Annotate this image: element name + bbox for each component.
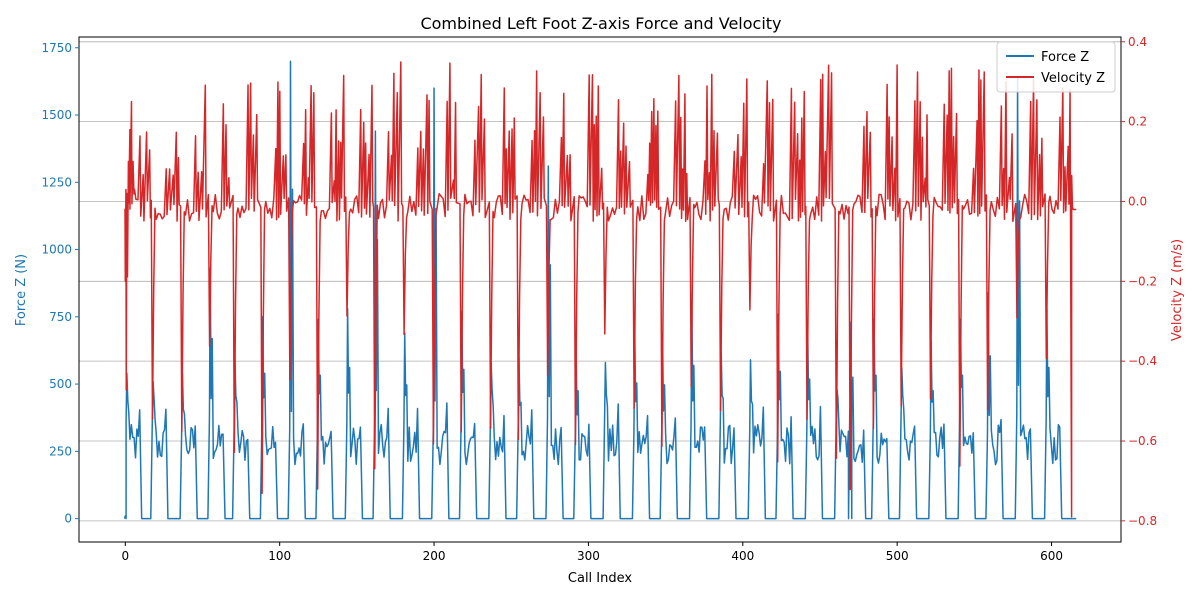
y-axis-right-label: Velocity Z (m/s) bbox=[1170, 239, 1185, 341]
y-left-tick-label-4: 1000 bbox=[41, 243, 72, 257]
x-tick-label-5: 500 bbox=[886, 549, 909, 563]
y-left-tick-label-7: 1750 bbox=[41, 41, 72, 55]
y-left-tick-label-3: 750 bbox=[49, 310, 72, 324]
x-tick-label-2: 200 bbox=[423, 549, 446, 563]
y-left-tick-label-2: 500 bbox=[49, 377, 72, 391]
y-right-tick-label-1: −0.6 bbox=[1128, 434, 1157, 448]
y-left-tick-label-5: 1250 bbox=[41, 175, 72, 189]
legend-box bbox=[996, 41, 1116, 93]
y-right-tick-label-6: 0.4 bbox=[1128, 35, 1147, 49]
x-tick-label-3: 300 bbox=[577, 549, 600, 563]
x-axis-label: Call Index bbox=[568, 571, 632, 586]
y-right-tick-label-2: −0.4 bbox=[1128, 354, 1157, 368]
velocity-series bbox=[124, 61, 1077, 518]
axes bbox=[78, 36, 1122, 543]
y-right-tick-label-4: 0.0 bbox=[1128, 194, 1147, 208]
y-axis-left-label: Force Z (N) bbox=[14, 254, 29, 326]
y-left-tick-label-0: 0 bbox=[64, 512, 72, 526]
y-right-tick-label-3: −0.2 bbox=[1128, 274, 1157, 288]
y-left-tick-label-6: 1500 bbox=[41, 108, 72, 122]
chart-title: Combined Left Foot Z-axis Force and Velo… bbox=[420, 14, 781, 33]
x-tick-label-6: 600 bbox=[1040, 549, 1063, 563]
x-tick-label-0: 0 bbox=[121, 549, 129, 563]
legend-force-label: Force Z bbox=[1041, 50, 1089, 65]
tick-labels: 0 100 200 300 400 500 600 0 250 500 750 1000 1250 150… bbox=[41, 35, 1157, 563]
velocity-z-line bbox=[124, 61, 1077, 518]
x-tick-label-4: 400 bbox=[731, 549, 754, 563]
y-right-tick-label-5: 0.2 bbox=[1128, 115, 1147, 129]
force-z-line bbox=[123, 60, 1077, 520]
plot-frame bbox=[78, 36, 1122, 543]
x-tick-label-1: 100 bbox=[268, 549, 291, 563]
y-left-tick-label-1: 250 bbox=[49, 444, 72, 458]
y-right-tick-label-0: −0.8 bbox=[1128, 514, 1157, 528]
legend-velocity-label: Velocity Z bbox=[1041, 71, 1105, 86]
legend: Force Z Velocity Z bbox=[996, 41, 1116, 93]
force-series bbox=[123, 60, 1077, 520]
